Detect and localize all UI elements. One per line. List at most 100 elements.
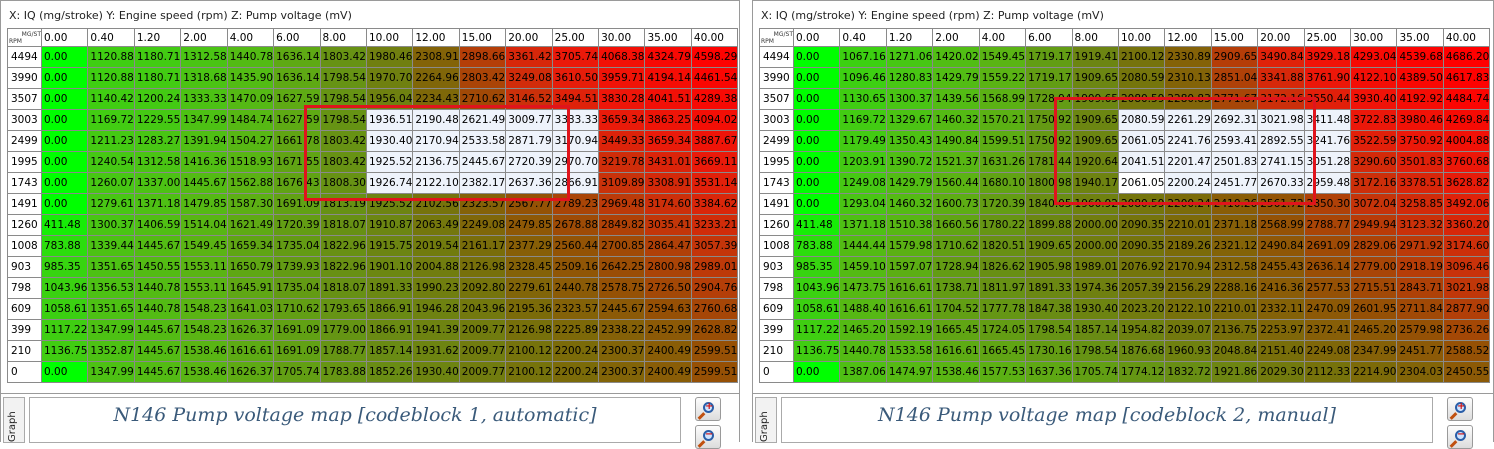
map-cell[interactable]: 1450.55 <box>133 256 182 278</box>
map-cell[interactable]: 1440.78 <box>133 277 182 299</box>
map-cell[interactable]: 1818.07 <box>319 214 367 236</box>
map-cell[interactable]: 2261.29 <box>1164 109 1212 131</box>
map-cell[interactable]: 1559.22 <box>978 67 1027 89</box>
map-cell[interactable]: 3123.32 <box>1396 214 1444 236</box>
map-cell[interactable]: 1337.00 <box>133 172 182 194</box>
map-cell[interactable]: 2080.59 <box>1117 193 1166 215</box>
map-cell[interactable]: 1371.18 <box>839 214 887 236</box>
map-cell[interactable]: 2061.05 <box>1117 172 1166 194</box>
map-cell[interactable]: 1444.44 <box>839 235 887 257</box>
map-cell[interactable]: 3308.91 <box>644 172 692 194</box>
map-cell[interactable]: 1479.85 <box>180 193 228 215</box>
map-cell[interactable]: 2803.42 <box>458 67 507 89</box>
map-cell[interactable]: 2122.10 <box>412 172 460 194</box>
map-cell[interactable]: 1283.27 <box>133 130 182 152</box>
map-cell[interactable]: 4194.14 <box>644 67 692 89</box>
map-cell[interactable]: 1120.88 <box>87 46 135 68</box>
map-cell[interactable]: 2200.24 <box>551 361 600 383</box>
map-cell[interactable]: 2200.24 <box>1164 193 1212 215</box>
map-cell[interactable]: 2190.48 <box>412 109 460 131</box>
map-cell[interactable]: 3172.16 <box>1257 88 1305 110</box>
map-cell[interactable]: 1660.56 <box>932 214 980 236</box>
map-cell[interactable]: 2465.20 <box>1350 319 1398 341</box>
map-cell[interactable]: 1710.62 <box>273 298 321 320</box>
map-cell[interactable]: 2310.13 <box>1164 67 1212 89</box>
map-cell[interactable]: 2720.39 <box>505 151 553 173</box>
map-cell[interactable]: 1925.52 <box>365 151 414 173</box>
map-cell[interactable]: 1691.09 <box>273 193 321 215</box>
map-cell[interactable]: 1954.82 <box>1117 319 1166 341</box>
map-cell[interactable]: 1909.65 <box>1025 235 1073 257</box>
map-cell[interactable]: 1705.74 <box>273 361 321 383</box>
map-cell[interactable]: 2850.30 <box>1303 193 1352 215</box>
map-cell[interactable]: 1117.22 <box>792 319 841 341</box>
map-cell[interactable]: 2898.66 <box>458 46 507 68</box>
map-cell[interactable]: 1724.05 <box>978 319 1027 341</box>
map-cell[interactable]: 2970.70 <box>551 151 600 173</box>
map-cell[interactable]: 2636.14 <box>1303 256 1352 278</box>
map-cell[interactable]: 1960.93 <box>1164 340 1212 362</box>
map-cell[interactable]: 1774.12 <box>1117 361 1166 383</box>
map-cell[interactable]: 2100.12 <box>505 340 553 362</box>
map-cell[interactable]: 1390.72 <box>885 151 934 173</box>
map-cell[interactable]: 1909.65 <box>1071 88 1119 110</box>
map-cell[interactable]: 2642.25 <box>598 256 646 278</box>
map-cell[interactable]: 2122.10 <box>1164 298 1212 320</box>
map-cell[interactable]: 4122.10 <box>1350 67 1398 89</box>
map-cell[interactable]: 1909.65 <box>1071 67 1119 89</box>
map-cell[interactable]: 1440.78 <box>133 298 182 320</box>
map-cell[interactable]: 3431.01 <box>644 151 692 173</box>
map-cell[interactable]: 2126.98 <box>505 319 553 341</box>
map-cell[interactable]: 3705.74 <box>551 46 600 68</box>
map-cell[interactable]: 0.00 <box>40 130 89 152</box>
map-cell[interactable]: 3492.06 <box>1442 193 1491 215</box>
map-cell[interactable]: 1548.23 <box>180 298 228 320</box>
map-cell[interactable]: 2377.29 <box>505 235 553 257</box>
map-cell[interactable]: 1548.23 <box>180 319 228 341</box>
map-cell[interactable]: 0.00 <box>792 67 841 89</box>
map-cell[interactable]: 1510.38 <box>885 214 934 236</box>
map-cell[interactable]: 1813.19 <box>319 193 367 215</box>
map-cell[interactable]: 3760.68 <box>1442 151 1491 173</box>
map-cell[interactable]: 1921.86 <box>1210 361 1259 383</box>
map-cell[interactable]: 0.00 <box>40 88 89 110</box>
map-cell[interactable]: 1798.54 <box>319 88 367 110</box>
map-cell[interactable]: 2332.11 <box>1257 298 1305 320</box>
map-cell[interactable]: 1504.27 <box>226 130 275 152</box>
map-cell[interactable]: 3411.48 <box>1303 109 1352 131</box>
map-cell[interactable]: 1691.09 <box>273 319 321 341</box>
map-cell[interactable]: 2678.88 <box>551 214 600 236</box>
map-cell[interactable]: 1538.46 <box>180 361 228 383</box>
map-cell[interactable]: 1899.88 <box>1025 214 1073 236</box>
map-cell[interactable]: 3494.51 <box>551 88 600 110</box>
map-cell[interactable]: 1680.10 <box>978 172 1027 194</box>
map-cell[interactable]: 1339.44 <box>87 235 135 257</box>
map-cell[interactable]: 1484.74 <box>226 109 275 131</box>
map-cell[interactable]: 1616.61 <box>885 277 934 299</box>
map-cell[interactable]: 4269.84 <box>1442 109 1491 131</box>
map-cell[interactable]: 1750.92 <box>1025 130 1073 152</box>
map-cell[interactable]: 1568.99 <box>978 88 1027 110</box>
map-cell[interactable]: 1249.08 <box>839 172 887 194</box>
map-cell[interactable]: 3361.42 <box>505 46 553 68</box>
map-cell[interactable]: 3669.11 <box>690 151 739 173</box>
map-cell[interactable]: 4004.88 <box>1442 130 1491 152</box>
map-cell[interactable]: 4598.29 <box>690 46 739 68</box>
map-cell[interactable]: 1645.91 <box>226 277 275 299</box>
map-cell[interactable]: 4539.68 <box>1396 46 1444 68</box>
map-cell[interactable]: 1781.44 <box>1025 151 1073 173</box>
map-cell[interactable]: 2136.75 <box>1210 319 1259 341</box>
map-cell[interactable]: 3863.25 <box>644 109 692 131</box>
map-cell[interactable]: 2779.00 <box>1350 256 1398 278</box>
map-cell[interactable]: 1416.36 <box>180 151 228 173</box>
map-cell[interactable]: 1891.33 <box>1025 277 1073 299</box>
map-cell[interactable]: 0.00 <box>40 109 89 131</box>
map-cell[interactable]: 3109.89 <box>598 172 646 194</box>
map-cell[interactable]: 1597.07 <box>885 256 934 278</box>
map-cell[interactable]: 3761.90 <box>1303 67 1352 89</box>
map-cell[interactable]: 1710.62 <box>932 235 980 257</box>
map-cell[interactable]: 2323.57 <box>551 298 600 320</box>
map-cell[interactable]: 2151.40 <box>1257 340 1305 362</box>
map-cell[interactable]: 3341.88 <box>1257 67 1305 89</box>
map-cell[interactable]: 1676.43 <box>273 172 321 194</box>
